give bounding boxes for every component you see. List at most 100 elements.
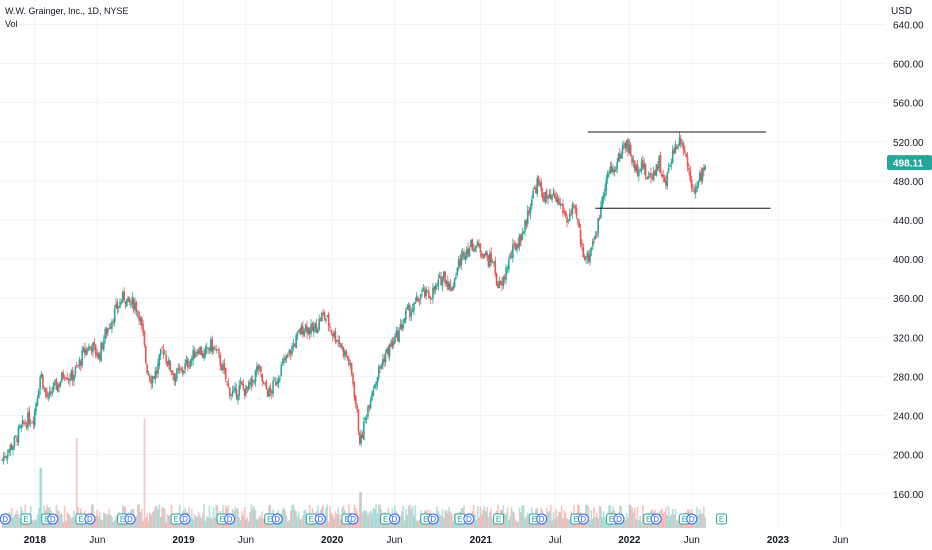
candle-body [391, 340, 394, 348]
candle-body [505, 267, 507, 280]
volume-bar [524, 518, 526, 528]
volume-bar [371, 513, 373, 528]
volume-bar [234, 506, 236, 528]
candle-body [655, 164, 658, 176]
candle-body [43, 387, 46, 389]
candle-body [543, 196, 545, 202]
candle-body [593, 239, 595, 241]
candle-body [163, 353, 166, 355]
volume-bar [208, 505, 211, 528]
candle-body [464, 256, 467, 260]
candle-body [100, 342, 102, 362]
volume-bar [249, 511, 251, 528]
candle-body [253, 382, 255, 384]
candle-body [533, 188, 536, 190]
candle-body [176, 368, 178, 379]
earnings-marker-label: E [719, 515, 724, 524]
candle-body [260, 366, 262, 373]
candle-body [520, 234, 522, 242]
candle-body [502, 277, 505, 286]
candle-body [237, 395, 239, 401]
candle-body [230, 394, 232, 396]
dividend-marker [427, 513, 439, 525]
volume-bar [533, 521, 536, 528]
candle-body [563, 212, 566, 214]
volume-bar [379, 504, 381, 528]
candle-body [239, 382, 242, 384]
candle-body [486, 252, 488, 258]
candle-body [37, 390, 40, 399]
candle-body [188, 366, 190, 368]
trend-lines[interactable] [587, 131, 771, 209]
candle-body [300, 325, 303, 335]
volume-bar [261, 511, 264, 528]
volume-bar [670, 514, 673, 528]
candle-body [352, 373, 354, 384]
candle-body [459, 259, 461, 267]
candle-body [24, 423, 27, 425]
dividend-marker-label: D [87, 515, 93, 524]
candle-body [470, 239, 472, 248]
last-price-label: 498.11 [893, 159, 923, 170]
volume-bar [28, 521, 31, 528]
volume-bar [150, 514, 153, 528]
candle-body [101, 343, 104, 349]
candle-body [311, 323, 314, 331]
earnings-marker [20, 513, 32, 525]
volume-bar [640, 521, 643, 528]
candle-body [457, 259, 460, 269]
volume-bar [452, 521, 455, 528]
volume-bar [69, 515, 71, 528]
candle-body [365, 418, 368, 419]
volume-bar [257, 518, 260, 528]
time-axis[interactable]: 2018 Jun 2019 Jun 2020 Jun 2021 Jul 2022 Jun 2023 J… [24, 535, 849, 546]
y-tick-label: 560.00 [893, 99, 924, 110]
volume-bar [669, 515, 671, 528]
volume-bar [327, 521, 330, 528]
candle-body [66, 377, 69, 380]
candle-body [197, 350, 200, 354]
candle-body [396, 330, 399, 342]
candle-body [451, 287, 453, 292]
price-axis[interactable]: 160.00 200.00 240.00 280.00 320.00 360.00 400.… [893, 20, 924, 500]
volume-bar [288, 519, 291, 528]
candle-body [482, 253, 484, 258]
volume-indicator-label[interactable]: Vol [5, 19, 18, 29]
candle-body [568, 213, 571, 222]
volume-bar [200, 518, 203, 528]
candle-body [663, 177, 666, 183]
volume-bar [489, 512, 491, 528]
candle-body [124, 301, 127, 305]
candle-body [651, 177, 654, 179]
candle-body [173, 373, 176, 381]
candle-body [521, 233, 524, 240]
volume-bar [633, 507, 636, 528]
candle-body [461, 251, 464, 256]
candle-body [254, 370, 257, 382]
currency-label[interactable]: USD [891, 6, 913, 17]
x-tick-label: 2020 [321, 535, 344, 546]
volume-bar [571, 520, 574, 528]
volume-bar [509, 515, 511, 528]
volume-bar [661, 508, 663, 528]
volume-bar [513, 512, 516, 528]
candle-body [268, 388, 270, 397]
candle-body [153, 376, 155, 379]
volume-bar [377, 504, 380, 528]
candle-body [617, 153, 620, 163]
candle-body [594, 235, 597, 240]
candle-body [308, 328, 311, 335]
candle-body [79, 361, 82, 366]
symbol-title[interactable]: W.W. Grainger, Inc., 1D, NYSE [5, 6, 129, 16]
candle-body [134, 303, 136, 309]
candle-body [109, 327, 112, 329]
y-tick-label: 360.00 [893, 294, 924, 305]
volume-bar [146, 513, 148, 528]
candle-body [116, 302, 119, 310]
candle-body [261, 374, 264, 382]
earnings-marker-label: E [78, 515, 83, 524]
volume-bar [663, 511, 666, 528]
volume-bar [201, 513, 204, 528]
